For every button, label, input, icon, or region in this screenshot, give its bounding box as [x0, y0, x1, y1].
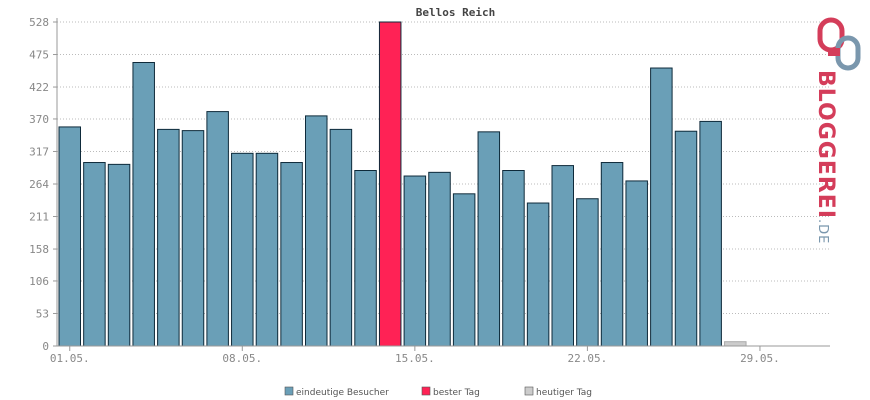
legend-label: eindeutige Besucher — [296, 388, 389, 398]
y-tick-label: 370 — [29, 113, 49, 126]
bar — [600, 162, 624, 347]
bar — [576, 198, 599, 347]
bar — [428, 171, 451, 347]
y-tick-label: 528 — [29, 16, 49, 29]
bar — [551, 165, 574, 347]
bar — [231, 152, 254, 347]
bar — [58, 126, 81, 347]
chart-title: Bellos Reich — [416, 6, 495, 19]
bar — [699, 120, 722, 347]
y-tick-label: 53 — [36, 307, 49, 320]
bar — [107, 163, 131, 347]
bar — [526, 202, 550, 347]
bar — [181, 130, 205, 347]
y-tick-label: 158 — [29, 243, 49, 256]
y-tick-label: 264 — [29, 178, 49, 191]
bar — [305, 115, 328, 347]
bar — [132, 62, 155, 347]
bar — [625, 180, 648, 347]
bar — [329, 128, 353, 347]
y-tick-label: 211 — [29, 211, 49, 224]
bar — [477, 131, 501, 347]
x-tick-label: 08.05. — [222, 352, 262, 365]
bar — [674, 130, 698, 347]
x-tick-label: 22.05. — [568, 352, 608, 365]
y-tick-label: 422 — [29, 81, 49, 94]
legend-swatch — [284, 386, 294, 396]
bar — [378, 21, 402, 347]
bar — [83, 162, 106, 347]
bar — [403, 175, 427, 347]
bar — [502, 170, 525, 347]
bloggerei-logo[interactable] — [812, 14, 868, 214]
legend-swatch — [524, 386, 534, 396]
x-tick-label: 29.05. — [740, 352, 780, 365]
bar — [452, 193, 476, 347]
bar — [724, 341, 747, 347]
bar — [280, 162, 303, 347]
legend-swatch — [421, 386, 431, 396]
y-tick-label: 0 — [42, 340, 49, 353]
logo-text-main: BLOGGEREI — [813, 70, 838, 220]
bar — [354, 170, 377, 347]
y-tick-label: 317 — [29, 145, 49, 158]
legend-label: bester Tag — [433, 388, 480, 398]
bar — [206, 111, 229, 347]
x-tick-label: 01.05. — [50, 352, 90, 365]
bar — [255, 152, 279, 347]
x-tick-label: 15.05. — [395, 352, 435, 365]
y-tick-label: 475 — [29, 49, 49, 62]
y-tick-label: 106 — [29, 275, 49, 288]
legend-label: heutiger Tag — [536, 388, 592, 398]
logo-text-suffix: .DE — [815, 219, 830, 245]
bloggerei-logo-text: BLOGGEREI.DE — [813, 70, 838, 244]
bar — [650, 67, 673, 347]
bar — [157, 128, 180, 347]
bloggerei-logo-icon — [817, 17, 861, 71]
